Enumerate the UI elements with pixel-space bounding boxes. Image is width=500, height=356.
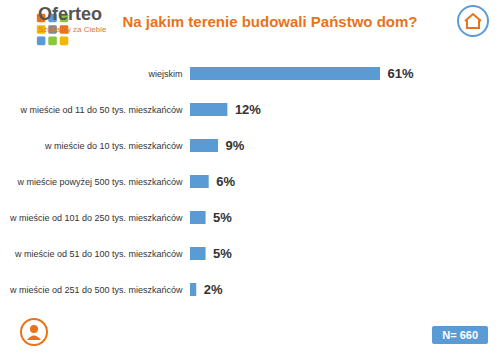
svg-text:w mieście do 10 tys. mieszkańc: w mieście do 10 tys. mieszkańców xyxy=(44,141,183,151)
html-text:Na jakim terenie budowali Pańs: Na jakim terenie budowali Państwo dom? xyxy=(122,13,418,30)
svg-text:12%: 12% xyxy=(235,102,261,117)
svg-text:5%: 5% xyxy=(213,246,232,261)
svg-text:61%: 61% xyxy=(388,66,414,81)
svg-text:wiejskim: wiejskim xyxy=(147,69,182,79)
svg-text:9%: 9% xyxy=(226,138,245,153)
html-text:Szukamy za Ciebie: Szukamy za Ciebie xyxy=(38,25,107,34)
svg-text:w mieście od 251 do 500 tys. m: w mieście od 251 do 500 tys. mieszkańców xyxy=(9,285,183,295)
svg-text:w mieście od 11 do 50 tys. mie: w mieście od 11 do 50 tys. mieszkańców xyxy=(20,105,183,115)
svg-text:2%: 2% xyxy=(204,282,223,297)
svg-text:w mieście powyżej 500 tys. mie: w mieście powyżej 500 tys. mieszkańców xyxy=(16,177,183,187)
svg-text:w mieście od 101 do 250 tys. m: w mieście od 101 do 250 tys. mieszkańców xyxy=(9,213,183,223)
svg-text:5%: 5% xyxy=(213,210,232,225)
html-text:N= 660: N= 660 xyxy=(442,329,478,341)
html-text:Oferteo: Oferteo xyxy=(38,4,102,24)
svg-text:w mieście od 51 do 100 tys. mi: w mieście od 51 do 100 tys. mieszkańców xyxy=(14,249,183,259)
svg-text:6%: 6% xyxy=(216,174,235,189)
